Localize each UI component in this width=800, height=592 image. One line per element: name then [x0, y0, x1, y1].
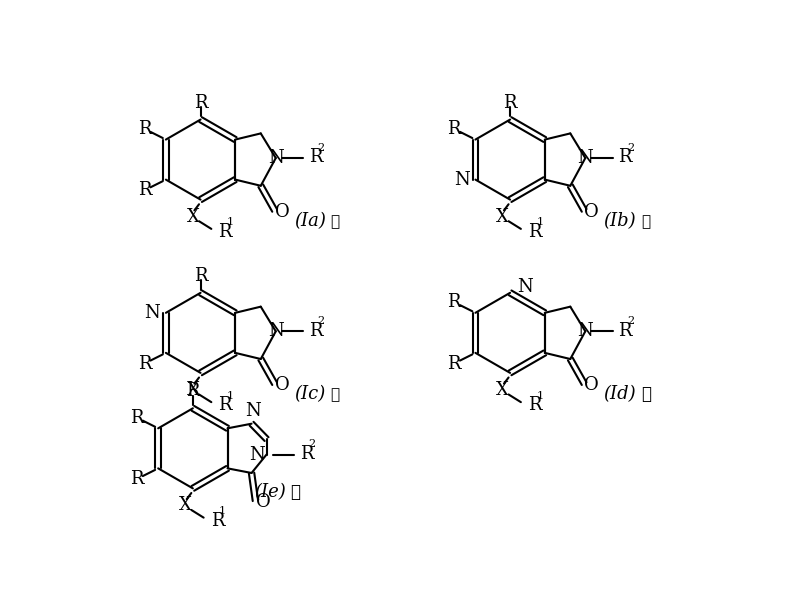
Text: R: R [210, 511, 224, 530]
Text: R: R [618, 148, 632, 166]
Text: R: R [528, 223, 542, 241]
Text: N: N [578, 149, 593, 167]
Text: R: R [218, 396, 232, 414]
Text: (Ib): (Ib) [603, 212, 636, 230]
Text: 2: 2 [627, 316, 634, 326]
Text: X: X [186, 381, 199, 399]
Text: R: R [447, 120, 461, 138]
Text: R: R [618, 321, 632, 340]
Text: 。: 。 [290, 483, 300, 501]
Text: 1: 1 [219, 506, 226, 516]
Text: ，: ， [330, 214, 340, 229]
Text: O: O [585, 203, 599, 221]
Text: R: R [130, 408, 143, 427]
Text: R: R [309, 321, 322, 340]
Text: ，: ， [641, 214, 650, 229]
Text: 2: 2 [308, 439, 315, 449]
Text: O: O [256, 493, 270, 511]
Text: 2: 2 [318, 316, 325, 326]
Text: N: N [518, 278, 534, 295]
Text: (Ie): (Ie) [254, 483, 286, 501]
Text: X: X [496, 208, 509, 226]
Text: O: O [275, 376, 290, 394]
Text: R: R [130, 470, 143, 488]
Text: R: R [138, 355, 151, 372]
Text: N: N [268, 322, 284, 340]
Text: O: O [275, 203, 290, 221]
Text: X: X [186, 208, 199, 226]
Text: (Ic): (Ic) [294, 385, 326, 403]
Text: R: R [138, 120, 151, 138]
Text: N: N [578, 322, 593, 340]
Text: 1: 1 [226, 391, 234, 401]
Text: N: N [268, 149, 284, 167]
Text: N: N [250, 446, 265, 464]
Text: R: R [218, 223, 232, 241]
Text: N: N [246, 403, 261, 420]
Text: R: R [528, 396, 542, 414]
Text: 2: 2 [627, 143, 634, 153]
Text: R: R [194, 267, 207, 285]
Text: 1: 1 [536, 217, 543, 227]
Text: ，: ， [330, 387, 340, 402]
Text: R: R [309, 148, 322, 166]
Text: R: R [447, 293, 461, 311]
Text: (Id): (Id) [603, 385, 636, 403]
Text: X: X [178, 496, 191, 514]
Text: R: R [503, 94, 517, 112]
Text: N: N [454, 170, 470, 189]
Text: O: O [585, 376, 599, 394]
Text: 和: 和 [641, 385, 651, 403]
Text: 2: 2 [318, 143, 325, 153]
Text: 1: 1 [226, 217, 234, 227]
Text: 1: 1 [536, 391, 543, 401]
Text: R: R [194, 94, 207, 112]
Text: R: R [138, 181, 151, 200]
Text: N: N [144, 304, 160, 322]
Text: R: R [186, 382, 200, 400]
Text: (Ia): (Ia) [294, 212, 326, 230]
Text: R: R [300, 445, 313, 463]
Text: X: X [496, 381, 509, 399]
Text: R: R [447, 355, 461, 372]
